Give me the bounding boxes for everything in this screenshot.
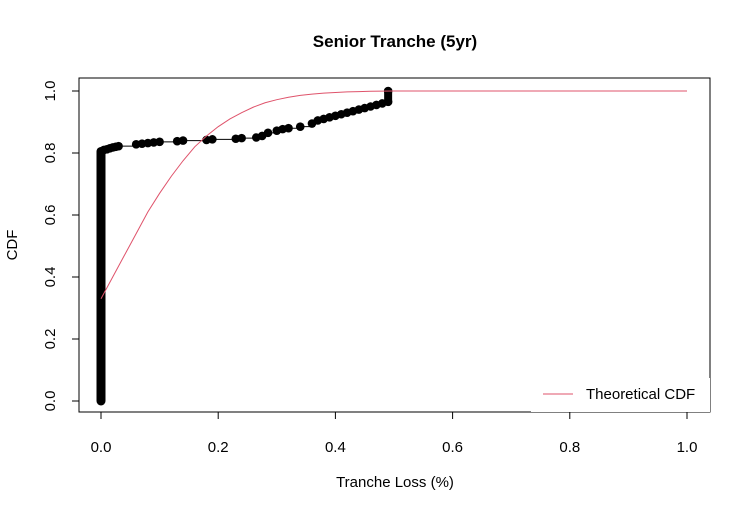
x-tick-label: 0.8 bbox=[559, 439, 580, 456]
empirical-cdf-point bbox=[208, 135, 217, 144]
y-tick-label: 0.2 bbox=[42, 329, 59, 350]
empirical-cdf-point bbox=[178, 136, 188, 145]
x-axis: 0.0 0.2 0.4 0.6 0.8 1.0 bbox=[91, 411, 698, 456]
legend-label-theoretical: Theoretical CDF bbox=[586, 386, 695, 403]
y-tick-label: 0.6 bbox=[42, 205, 59, 226]
x-tick-label: 0.2 bbox=[208, 439, 229, 456]
x-tick-label: 0.0 bbox=[91, 439, 112, 456]
empirical-cdf-point bbox=[295, 122, 305, 131]
empirical-cdf-point bbox=[263, 128, 273, 138]
x-tick-label: 1.0 bbox=[677, 439, 698, 456]
y-tick-label: 0.4 bbox=[42, 267, 59, 288]
y-axis-label: CDF bbox=[4, 230, 21, 261]
y-tick-label: 1.0 bbox=[42, 81, 59, 102]
series-layer bbox=[96, 86, 687, 406]
legend-box bbox=[531, 378, 710, 412]
x-axis-label: Tranche Loss (%) bbox=[336, 474, 454, 491]
y-axis: 0.0 0.2 0.4 0.6 0.8 1.0 bbox=[42, 81, 80, 412]
empirical-cdf-point bbox=[237, 133, 246, 143]
y-tick-label: 0.0 bbox=[42, 391, 59, 412]
legend: Theoretical CDF bbox=[531, 378, 710, 412]
theoretical-cdf-line bbox=[100, 90, 687, 299]
chart-title: Senior Tranche (5yr) bbox=[313, 32, 477, 51]
plot-frame bbox=[78, 77, 711, 413]
empirical-cdf-point bbox=[114, 141, 123, 151]
empirical-cdf-point bbox=[155, 137, 164, 147]
x-tick-label: 0.4 bbox=[325, 439, 346, 456]
empirical-cdf-point bbox=[284, 123, 293, 133]
empirical-cdf-step-line bbox=[100, 90, 687, 401]
x-tick-label: 0.6 bbox=[442, 439, 463, 456]
y-tick-label: 0.8 bbox=[42, 143, 59, 164]
empirical-cdf-series bbox=[96, 86, 687, 406]
